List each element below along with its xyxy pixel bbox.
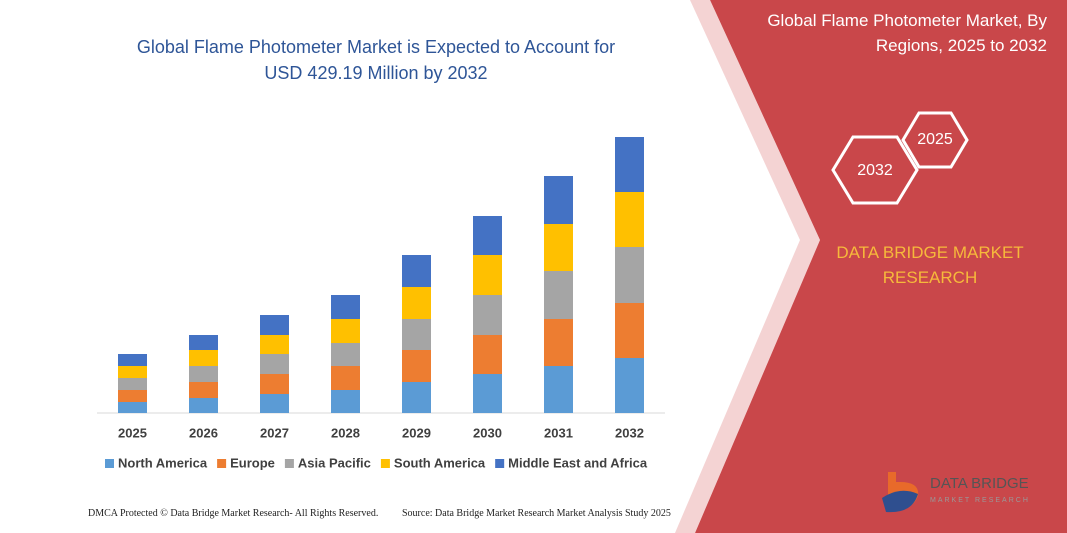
- footer-left: DMCA Protected © Data Bridge Market Rese…: [88, 508, 379, 519]
- hexagon: [831, 135, 919, 205]
- bar-segment: [544, 224, 573, 271]
- side-panel: [695, 0, 1067, 533]
- x-tick-label: 2027: [260, 425, 289, 440]
- legend-swatch: [380, 459, 390, 468]
- bar-segment: [260, 335, 289, 354]
- bar-segment: [189, 366, 218, 382]
- side-panel-edge: [675, 0, 820, 533]
- bar-segment: [189, 398, 218, 413]
- bar-segment: [402, 255, 431, 287]
- legend-label: Europe: [230, 455, 275, 470]
- bar-segment: [260, 315, 289, 335]
- bar-segment: [260, 354, 289, 374]
- bar-segment: [118, 366, 147, 378]
- bar-segment: [402, 287, 431, 319]
- bar-segment: [615, 303, 644, 358]
- bar-segment: [331, 319, 360, 343]
- bar-segment: [615, 137, 644, 192]
- bar-segment: [331, 295, 360, 319]
- bar-segment: [402, 319, 431, 350]
- x-tick-label: 2025: [118, 425, 147, 440]
- bar-segment: [331, 366, 360, 390]
- bar-segment: [118, 354, 147, 366]
- bar-segment: [189, 335, 218, 350]
- legend-swatch: [105, 459, 114, 468]
- panel-title: Global Flame Photometer Market, By Regio…: [767, 11, 1047, 55]
- logo-tagline: MARKET RESEARCH: [930, 497, 1030, 504]
- x-tick-label: 2032: [615, 425, 644, 440]
- bar-segment: [615, 358, 644, 413]
- bar-segment: [118, 390, 147, 402]
- bar-segment: [544, 319, 573, 366]
- x-tick-label: 2030: [473, 425, 502, 440]
- bar-segment: [473, 295, 502, 335]
- bar-segment: [260, 374, 289, 394]
- bar-segment: [544, 176, 573, 224]
- chart-title: Global Flame Photometer Market is Expect…: [136, 37, 616, 83]
- hex-label: 2025: [917, 131, 953, 148]
- bar-segment: [473, 255, 502, 295]
- logo: DATA BRIDGE MARKET RESEARCH: [882, 472, 1030, 513]
- legend-swatch: [495, 459, 505, 468]
- bar-segment: [473, 216, 502, 255]
- hexagons: [831, 111, 969, 205]
- bar-segment: [189, 350, 218, 366]
- bar-segment: [402, 382, 431, 413]
- bar-segment: [615, 192, 644, 247]
- legend-swatch: [217, 459, 227, 468]
- bar-segment: [402, 350, 431, 382]
- bar-segment: [189, 382, 218, 398]
- legend-label: South America: [394, 455, 486, 470]
- hex-label: 2032: [857, 162, 893, 179]
- bar-segment: [615, 247, 644, 303]
- x-tick-label: 2029: [402, 425, 431, 440]
- bar-segment: [473, 335, 502, 374]
- bar-segment: [473, 374, 502, 413]
- brand-text: DATA BRIDGE MARKET RESEARCH: [836, 243, 1024, 287]
- x-tick-label: 2028: [331, 425, 360, 440]
- bar-segment: [544, 366, 573, 413]
- hexagon: [901, 111, 969, 169]
- x-tick-label: 2031: [544, 425, 573, 440]
- logo-icon: [882, 490, 918, 513]
- legend-label: Asia Pacific: [298, 455, 371, 470]
- bar-segment: [331, 390, 360, 413]
- bar-segment: [260, 394, 289, 413]
- legend-label: North America: [118, 455, 208, 470]
- footer-right: Source: Data Bridge Market Research Mark…: [402, 508, 671, 519]
- legend-swatch: [284, 459, 294, 468]
- x-tick-label: 2026: [189, 425, 218, 440]
- bar-segment: [544, 271, 573, 319]
- bar-segment: [118, 378, 147, 390]
- legend-label: Middle East and Africa: [508, 455, 648, 470]
- bar-segment: [331, 343, 360, 366]
- logo-name: DATA BRIDGE: [930, 475, 1029, 492]
- bar-segment: [118, 402, 147, 413]
